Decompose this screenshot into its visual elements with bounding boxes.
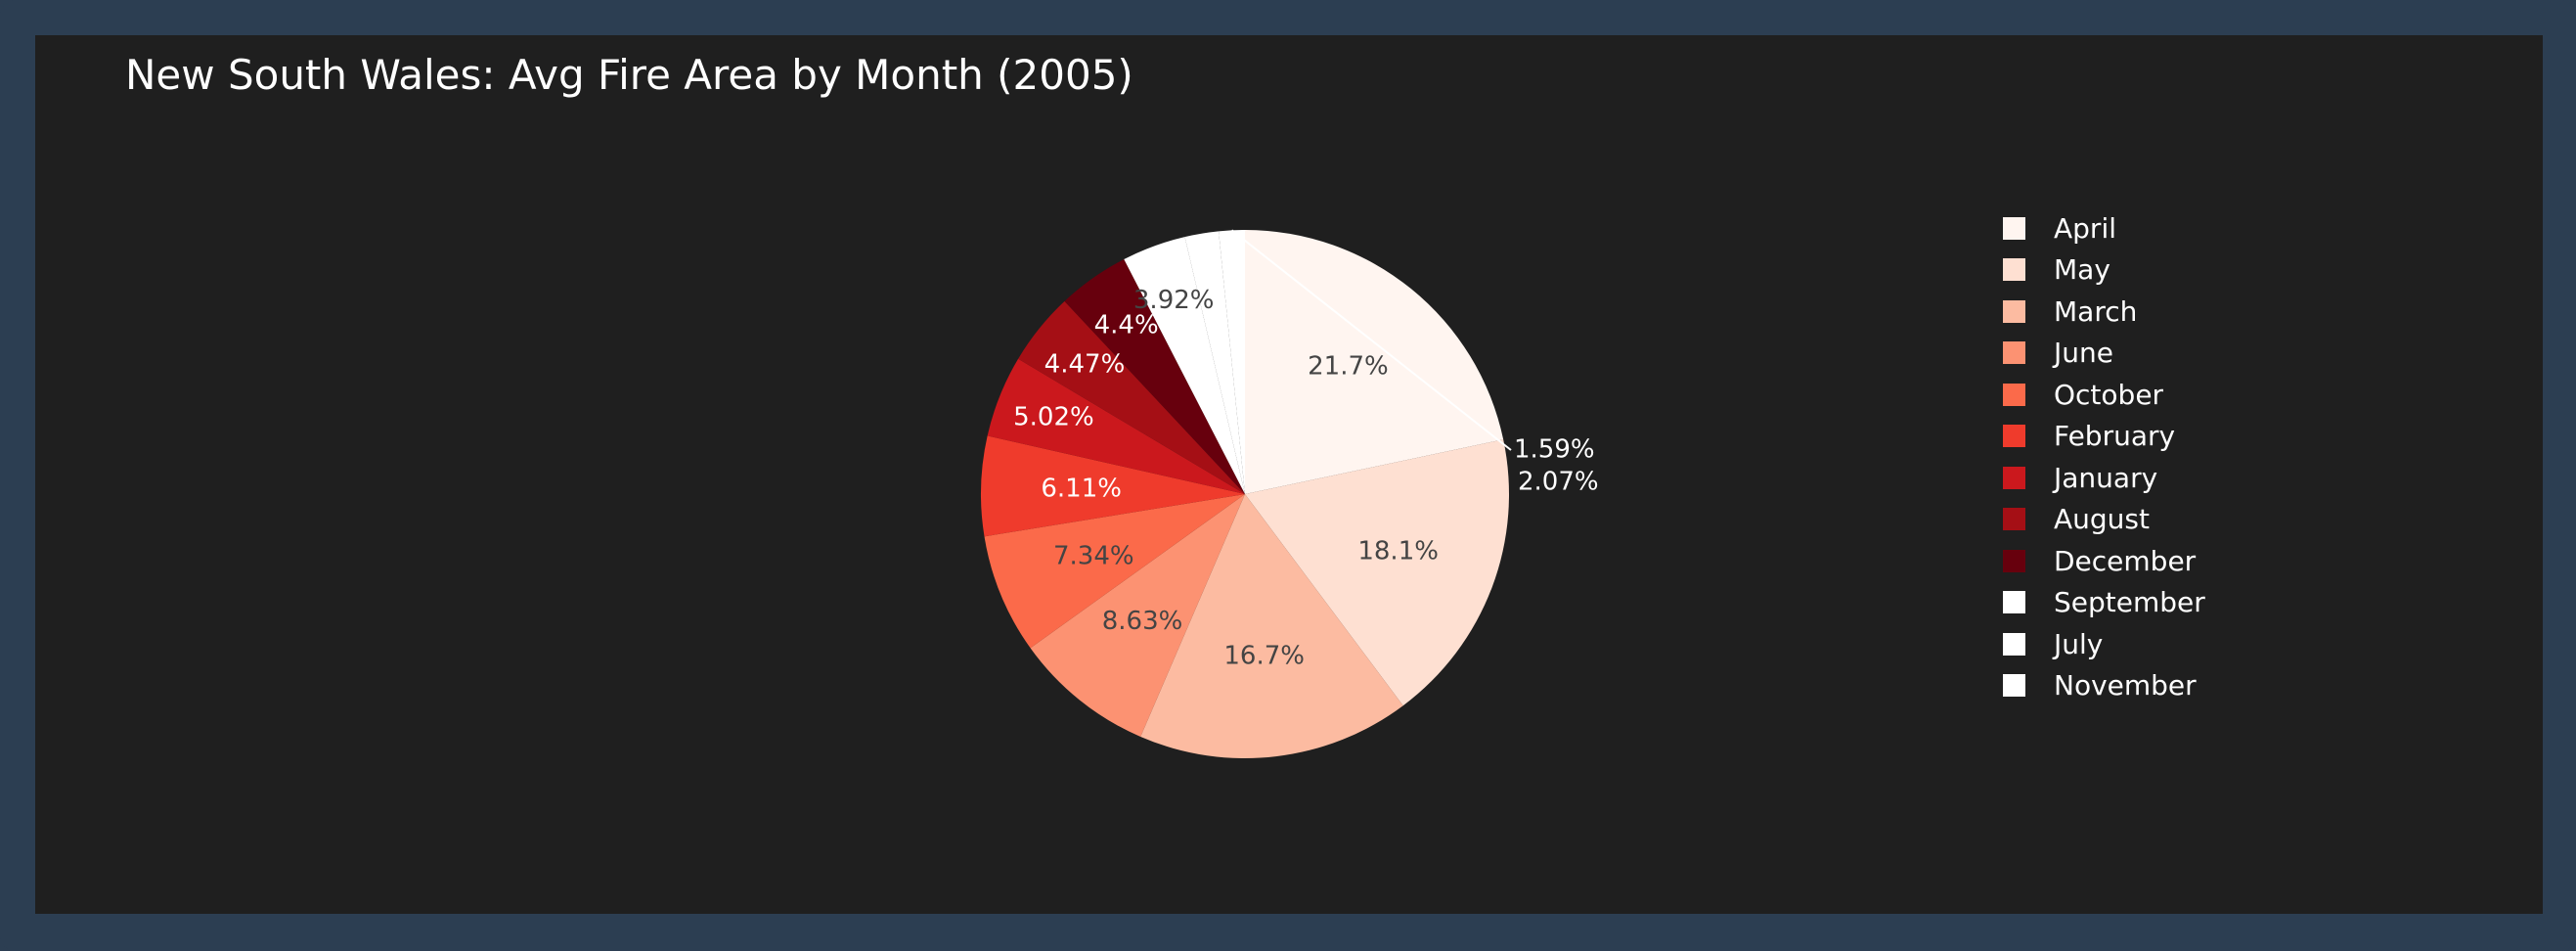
legend-item-may[interactable]: May: [2003, 249, 2205, 292]
slice-label-october: 7.34%: [1053, 541, 1134, 570]
slice-label-january: 5.02%: [1013, 402, 1094, 431]
legend-swatch-june: [2003, 341, 2025, 365]
legend: April May March June October February January A…: [2003, 207, 2205, 706]
legend-swatch-november: [2003, 674, 2025, 698]
legend-label-june: June: [2054, 337, 2113, 370]
legend-label-february: February: [2054, 420, 2176, 453]
slice-label-february: 6.11%: [1041, 474, 1122, 503]
slice-label-november: 1.59%: [1514, 435, 1595, 465]
legend-label-september: September: [2054, 586, 2205, 619]
legend-swatch-march: [2003, 299, 2025, 323]
slice-label-august: 4.47%: [1044, 349, 1126, 379]
legend-swatch-october: [2003, 383, 2025, 406]
pie-slice-april: [1245, 230, 1504, 494]
legend-item-august[interactable]: August: [2003, 499, 2205, 541]
slice-label-september: 3.92%: [1133, 286, 1215, 315]
legend-item-november[interactable]: November: [2003, 665, 2205, 707]
slice-label-may: 18.1%: [1357, 537, 1439, 566]
pie-slice-june: [1030, 494, 1245, 737]
pie-slice-october: [984, 494, 1245, 649]
legend-swatch-september: [2003, 591, 2025, 614]
legend-label-july: July: [2054, 627, 2104, 660]
legend-item-december[interactable]: December: [2003, 540, 2205, 582]
legend-swatch-february: [2003, 425, 2025, 448]
pie-slice-february: [980, 435, 1245, 537]
pie-slice-march: [1140, 494, 1403, 759]
legend-label-december: December: [2054, 544, 2197, 577]
legend-swatch-july: [2003, 632, 2025, 656]
pie-slice-september: [1124, 237, 1245, 494]
legend-label-may: May: [2054, 253, 2110, 287]
legend-label-march: March: [2054, 294, 2138, 328]
legend-swatch-april: [2003, 216, 2025, 240]
slice-label-june: 8.63%: [1102, 607, 1183, 636]
legend-item-october[interactable]: October: [2003, 374, 2205, 416]
legend-item-april[interactable]: April: [2003, 207, 2205, 249]
pie-slice-may: [1245, 439, 1510, 706]
legend-label-august: August: [2054, 503, 2150, 536]
legend-item-september[interactable]: September: [2003, 582, 2205, 624]
legend-swatch-august: [2003, 508, 2025, 531]
pie-slice-january: [987, 358, 1245, 494]
slice-label-april: 21.7%: [1308, 351, 1389, 381]
legend-item-march[interactable]: March: [2003, 291, 2205, 333]
pie-slice-november: [1219, 230, 1245, 494]
legend-label-january: January: [2054, 461, 2158, 494]
legend-item-february[interactable]: February: [2003, 416, 2205, 458]
legend-label-april: April: [2054, 211, 2116, 245]
legend-swatch-december: [2003, 549, 2025, 572]
legend-swatch-may: [2003, 258, 2025, 282]
chart-title: New South Wales: Avg Fire Area by Month …: [125, 51, 1133, 99]
legend-label-november: November: [2054, 669, 2197, 702]
pie-slice-august: [1018, 300, 1245, 494]
legend-swatch-january: [2003, 466, 2025, 489]
pie-slice-december: [1064, 259, 1245, 494]
slice-label-december: 4.4%: [1094, 310, 1159, 340]
legend-item-january[interactable]: January: [2003, 457, 2205, 499]
legend-item-june[interactable]: June: [2003, 333, 2205, 375]
slice-label-july: 2.07%: [1518, 468, 1599, 497]
slice-label-march: 16.7%: [1223, 642, 1305, 671]
pie-slice-july: [1184, 231, 1245, 494]
legend-item-july[interactable]: July: [2003, 623, 2205, 665]
leader-line-november: [1230, 229, 1512, 451]
legend-label-october: October: [2054, 378, 2164, 411]
